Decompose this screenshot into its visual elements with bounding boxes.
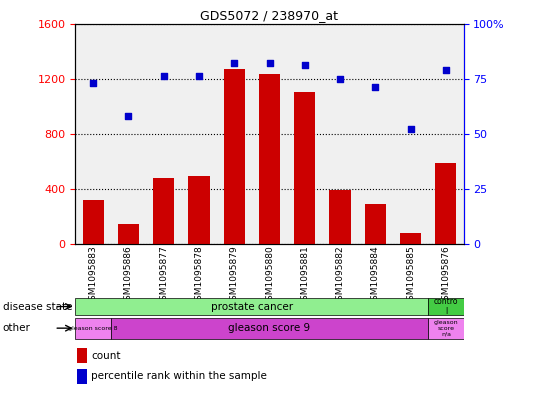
Bar — [329, 190, 351, 244]
Text: other: other — [3, 323, 31, 333]
Point — [336, 75, 344, 82]
Text: percentile rank within the sample: percentile rank within the sample — [91, 371, 267, 382]
Bar — [75, 318, 110, 339]
Point — [230, 60, 239, 66]
Bar — [429, 298, 464, 315]
Point — [265, 60, 274, 66]
Bar — [188, 176, 210, 244]
Bar — [294, 92, 315, 244]
Point — [195, 73, 203, 79]
Bar — [224, 69, 245, 244]
Bar — [118, 224, 139, 244]
Title: GDS5072 / 238970_at: GDS5072 / 238970_at — [201, 9, 338, 22]
Text: contro
l: contro l — [434, 297, 458, 316]
Bar — [400, 233, 421, 244]
Text: disease state: disease state — [3, 301, 72, 312]
Bar — [259, 75, 280, 244]
Point — [406, 126, 415, 132]
Bar — [77, 369, 87, 384]
Point — [89, 80, 98, 86]
Text: count: count — [91, 351, 121, 361]
Bar — [110, 318, 429, 339]
Bar — [82, 200, 103, 244]
Bar — [429, 318, 464, 339]
Text: gleason score 8: gleason score 8 — [68, 326, 118, 331]
Point — [371, 84, 379, 90]
Point — [441, 67, 450, 73]
Point — [300, 62, 309, 68]
Bar — [153, 178, 174, 244]
Bar — [365, 204, 386, 244]
Text: prostate cancer: prostate cancer — [211, 301, 293, 312]
Bar — [436, 162, 457, 244]
Text: gleason
score
n/a: gleason score n/a — [433, 320, 458, 336]
Point — [160, 73, 168, 79]
Bar — [77, 349, 87, 363]
Text: gleason score 9: gleason score 9 — [229, 323, 310, 333]
Point — [124, 113, 133, 119]
